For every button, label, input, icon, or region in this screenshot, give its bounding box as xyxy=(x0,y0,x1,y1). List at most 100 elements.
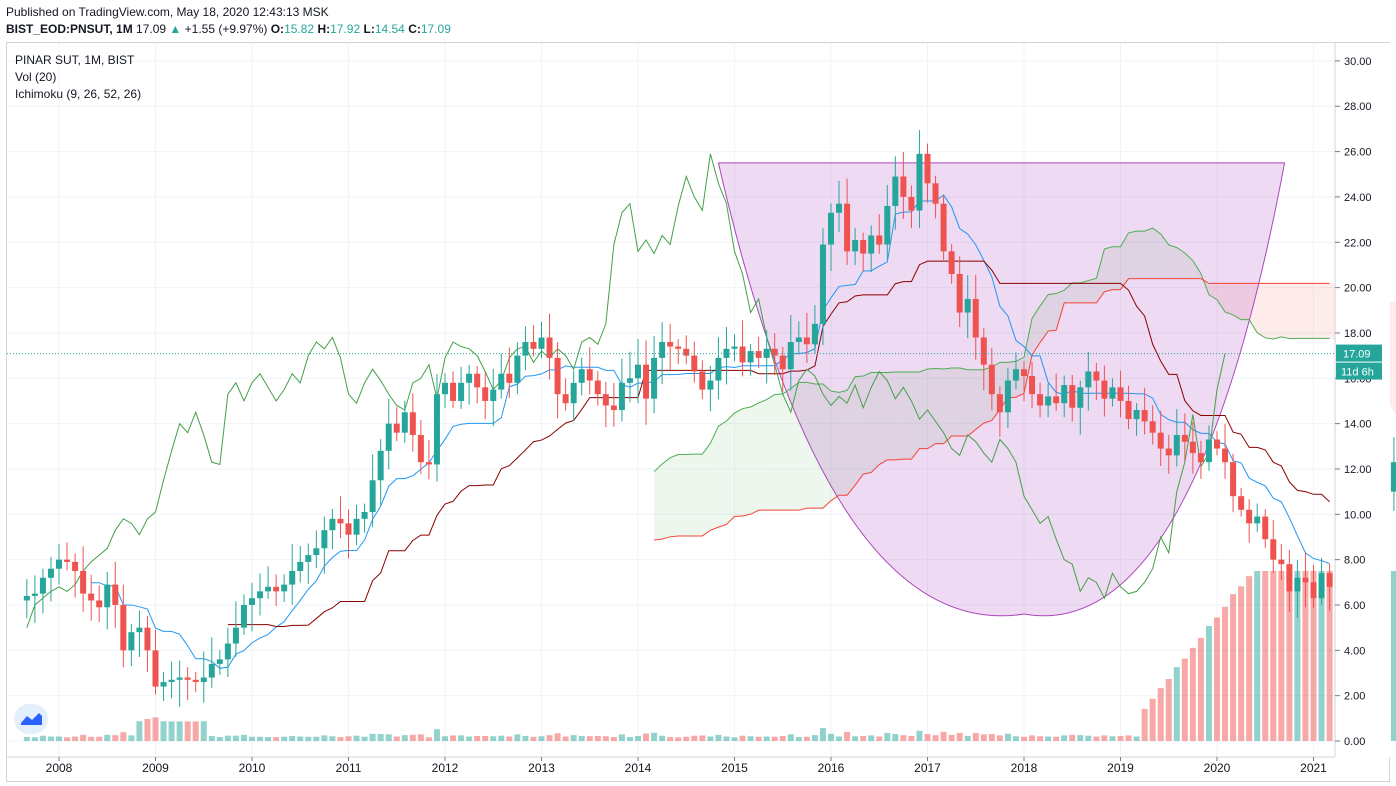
volume-bar xyxy=(216,737,223,741)
volume-bar xyxy=(72,736,79,741)
volume-bar xyxy=(1165,678,1172,741)
ichimoku-cloud-segment xyxy=(822,383,831,509)
volume-bar xyxy=(771,736,778,741)
ichimoku-cloud-segment xyxy=(1217,283,1226,312)
candle-body xyxy=(216,659,223,664)
volume-bar xyxy=(546,735,553,741)
candle-body xyxy=(755,351,762,358)
candle-body xyxy=(731,346,738,349)
ichimoku-cloud-segment xyxy=(662,457,671,540)
ichimoku-cloud-segment xyxy=(1393,301,1396,414)
time-tick-label: 2016 xyxy=(818,761,845,775)
volume-bar xyxy=(643,733,650,741)
ichimoku-cloud-segment xyxy=(863,372,872,475)
ichimoku-cloud-segment xyxy=(1056,290,1065,331)
volume-bar xyxy=(442,736,448,741)
volume-bar xyxy=(868,735,875,741)
candle-body xyxy=(562,394,569,404)
candle-body xyxy=(852,239,859,252)
volume-bar xyxy=(683,736,690,741)
candle-body xyxy=(1238,496,1245,510)
low-value: 14.54 xyxy=(374,22,405,36)
close-label: C: xyxy=(408,22,421,36)
candle-body xyxy=(1173,434,1180,456)
ichimoku-cloud-segment xyxy=(686,454,695,536)
ichimoku-cloud-segment xyxy=(1040,294,1049,343)
time-tick-label: 2008 xyxy=(46,761,73,775)
volume-bar xyxy=(136,721,143,741)
volume-bar xyxy=(659,735,666,741)
candle-body xyxy=(1069,385,1076,408)
candle-body xyxy=(610,405,617,411)
price-change: +1.55 (+9.97%) xyxy=(184,22,268,36)
candle-body xyxy=(691,355,698,372)
candle-body xyxy=(353,518,360,535)
volume-bar xyxy=(715,734,722,741)
candle-body xyxy=(916,153,923,211)
volume-bar xyxy=(1077,735,1084,741)
volume-bar xyxy=(369,733,376,741)
candle-body xyxy=(257,591,264,599)
volume-bar xyxy=(450,735,457,741)
ichimoku-cloud-segment xyxy=(1289,283,1298,339)
volume-bar xyxy=(1222,606,1229,741)
volume-bar xyxy=(699,735,706,741)
price-tick-label: 6.00 xyxy=(1344,600,1365,612)
tradingview-logo-icon[interactable] xyxy=(14,704,48,734)
volume-bar xyxy=(47,736,54,741)
candle-body xyxy=(836,203,843,213)
price-tick-label: 4.00 xyxy=(1344,645,1365,657)
candle-body xyxy=(514,355,521,383)
close-value: 17.09 xyxy=(420,22,451,36)
volume-bar xyxy=(80,734,87,741)
price-tick-label: 14.00 xyxy=(1344,419,1372,431)
candle-body xyxy=(972,298,979,338)
ichimoku-cloud-segment xyxy=(790,382,799,511)
candle-body xyxy=(232,627,239,644)
candle-body xyxy=(779,355,786,370)
volume-bar xyxy=(273,737,280,741)
volume-bar xyxy=(1238,586,1245,741)
ichimoku-cloud-segment xyxy=(903,371,912,460)
up-arrow-icon: ▲ xyxy=(169,22,182,36)
candle-body xyxy=(506,373,513,383)
time-tick-label: 2018 xyxy=(1011,761,1038,775)
candle-body xyxy=(289,570,296,585)
candle-body xyxy=(811,323,818,345)
candle-body xyxy=(425,462,432,465)
volume-bar xyxy=(337,737,344,741)
candle-body xyxy=(586,369,593,381)
volume-bar xyxy=(104,734,111,741)
volume-bar xyxy=(844,731,851,741)
candle-body xyxy=(176,677,183,680)
candle-body xyxy=(1270,539,1277,560)
ichimoku-cloud-segment xyxy=(951,368,960,437)
candle-body xyxy=(152,650,159,687)
volume-bar xyxy=(224,735,231,741)
price-tick-label: 0.00 xyxy=(1344,736,1365,748)
open-label: O: xyxy=(270,22,285,36)
volume-bar xyxy=(884,732,891,741)
ichimoku-cloud-segment xyxy=(1112,246,1121,290)
volume-bar xyxy=(779,735,786,741)
candle-body xyxy=(345,523,352,535)
ichimoku-kijun-line xyxy=(227,260,1330,628)
volume-bar xyxy=(184,721,191,741)
candle-body xyxy=(940,203,947,252)
candle-body xyxy=(522,342,529,356)
candle-body xyxy=(1109,387,1116,399)
time-tick-label: 2020 xyxy=(1204,761,1231,775)
volume-bar xyxy=(176,721,183,741)
candle-body xyxy=(1061,385,1068,404)
candle-body xyxy=(578,369,585,383)
candle-body xyxy=(31,593,38,596)
volume-bar xyxy=(924,734,931,741)
volume-bar xyxy=(385,734,392,741)
candle-body xyxy=(1117,387,1124,401)
candle-body xyxy=(554,357,561,395)
volume-bar xyxy=(795,737,802,741)
candle-body xyxy=(1230,462,1237,497)
volume-bar xyxy=(353,735,360,741)
volume-bar xyxy=(257,736,264,741)
